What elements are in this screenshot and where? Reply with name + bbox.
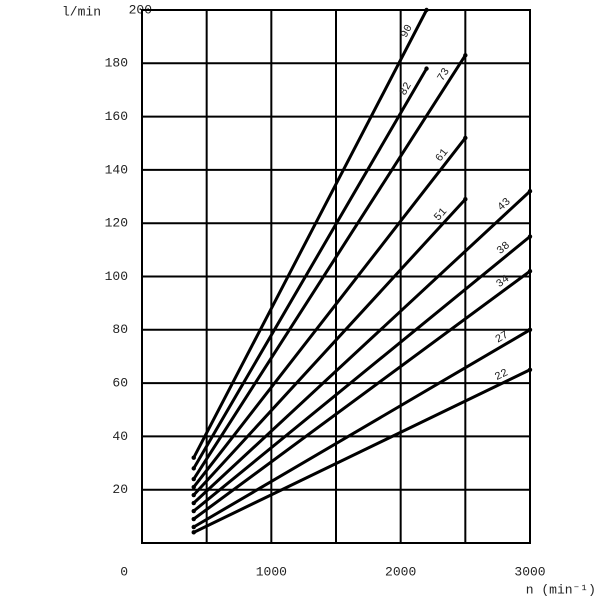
end-dot <box>463 53 468 58</box>
end-dot <box>191 516 196 522</box>
end-dot <box>191 508 196 514</box>
end-dot <box>527 327 533 332</box>
end-dot <box>191 455 196 460</box>
line-label: 38 <box>495 240 513 258</box>
end-dot <box>463 197 468 202</box>
line-label: 90 <box>399 23 416 40</box>
end-dot <box>527 189 533 194</box>
line-label: 82 <box>398 81 415 98</box>
series-line <box>192 54 467 480</box>
line-label: 27 <box>494 329 511 346</box>
line-label: 61 <box>434 146 452 164</box>
y-tick-label: 180 <box>105 56 128 71</box>
y-tick-label: 140 <box>105 162 128 177</box>
x-tick-label: 1000 <box>256 564 287 579</box>
series-line <box>193 368 531 534</box>
y-tick-label: 40 <box>112 429 128 444</box>
end-dot <box>527 268 533 274</box>
y-tick-label: 160 <box>105 109 128 124</box>
x-tick-label: 2000 <box>385 564 416 579</box>
line-label: 51 <box>432 206 450 224</box>
end-dot <box>527 367 533 372</box>
end-dot <box>463 135 468 141</box>
y-tick-label: 200 <box>129 2 152 17</box>
series-line <box>192 235 531 513</box>
x-axis-label: n (min⁻¹) <box>526 582 596 597</box>
x-tick-label: 0 <box>120 564 128 579</box>
line-label: 43 <box>496 196 514 214</box>
end-dot <box>191 466 196 471</box>
line-label: 73 <box>436 66 453 84</box>
series-line <box>192 328 531 529</box>
end-dot <box>191 484 196 490</box>
series-line <box>192 9 428 459</box>
end-dot <box>191 530 196 535</box>
y-tick-label: 20 <box>112 482 128 497</box>
end-dot <box>424 66 429 71</box>
end-dot <box>191 524 196 530</box>
series-line <box>192 269 531 521</box>
series-line <box>192 67 428 470</box>
series-line <box>192 198 467 497</box>
y-tick-label: 100 <box>105 269 128 284</box>
end-dot <box>191 492 196 498</box>
y-tick-label: 120 <box>105 216 128 231</box>
y-tick-label: 60 <box>112 376 128 391</box>
end-dot <box>527 234 533 239</box>
series-line <box>192 190 532 505</box>
x-tick-label: 3000 <box>514 564 545 579</box>
series-line <box>192 136 467 488</box>
y-axis-label: l/min <box>62 4 101 19</box>
end-dot <box>191 500 196 506</box>
end-dot <box>191 476 196 482</box>
line-label: 22 <box>493 367 510 384</box>
end-dot <box>424 7 429 13</box>
y-tick-label: 80 <box>112 322 128 337</box>
